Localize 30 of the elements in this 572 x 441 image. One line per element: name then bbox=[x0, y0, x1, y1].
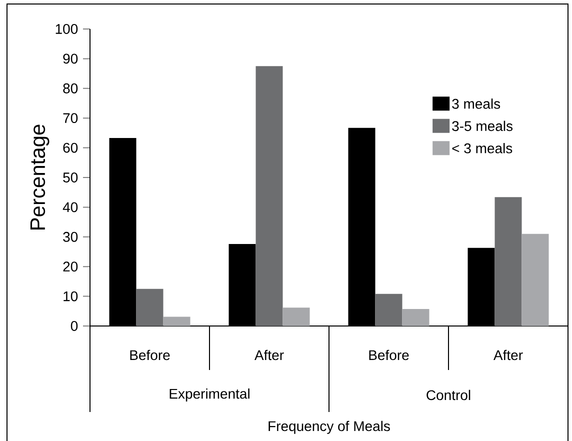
y-tick-label: 10 bbox=[64, 291, 78, 302]
y-tick-label: 30 bbox=[63, 232, 78, 242]
text: Control bbox=[426, 390, 470, 400]
y-tick-label: 70 bbox=[63, 113, 78, 124]
bar bbox=[256, 66, 283, 326]
bar bbox=[402, 309, 430, 326]
y-axis-title: Percentage bbox=[30, 124, 50, 230]
legend-label: 3 meals bbox=[452, 98, 500, 109]
y-tick-label: 90 bbox=[63, 54, 78, 64]
y-tick-label: 20 bbox=[63, 262, 78, 272]
y-tick-label: 50 bbox=[63, 172, 78, 182]
y-tick-label: 80 bbox=[63, 83, 78, 94]
x-tick-label: Before bbox=[130, 350, 170, 360]
y-tick-label: 60 bbox=[63, 142, 78, 153]
y-tick-label: 0 bbox=[70, 321, 78, 331]
x-tick-label: After bbox=[254, 350, 284, 360]
y-tick-label: 40 bbox=[62, 202, 78, 212]
x-tick-label: Before bbox=[369, 350, 409, 360]
text: Experimental bbox=[170, 388, 250, 402]
bar bbox=[282, 308, 310, 326]
legend-label: 3-5 meals bbox=[452, 120, 513, 132]
legend-label: < 3 meals bbox=[452, 143, 512, 154]
bar bbox=[494, 197, 522, 326]
x-axis-title: Frequency of Meals bbox=[268, 420, 390, 434]
x-tick-label: After bbox=[493, 350, 523, 360]
y-tick-label: 100 bbox=[56, 24, 78, 34]
bar bbox=[522, 234, 549, 326]
bar bbox=[136, 288, 164, 326]
bar bbox=[375, 294, 402, 326]
bar bbox=[163, 316, 190, 326]
